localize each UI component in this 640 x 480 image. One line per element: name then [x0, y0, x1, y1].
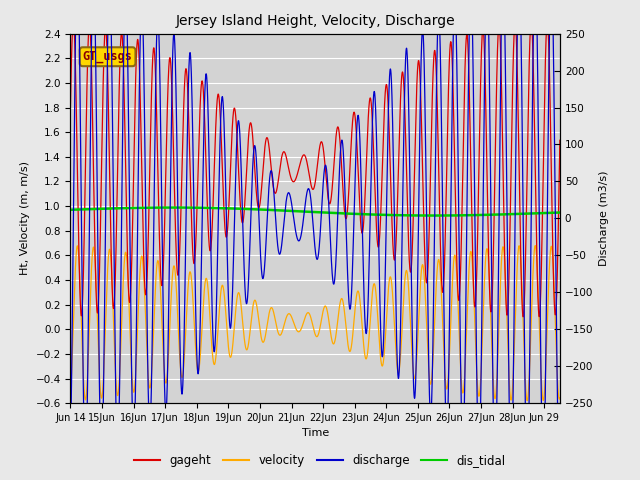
Y-axis label: Ht, Velocity (m, m/s): Ht, Velocity (m, m/s)	[20, 161, 30, 276]
Legend: gageht, velocity, discharge, dis_tidal: gageht, velocity, discharge, dis_tidal	[129, 449, 511, 472]
Title: Jersey Island Height, Velocity, Discharge: Jersey Island Height, Velocity, Discharg…	[175, 14, 455, 28]
X-axis label: Time: Time	[301, 429, 329, 438]
Text: GT_usgs: GT_usgs	[83, 50, 132, 63]
Y-axis label: Discharge (m3/s): Discharge (m3/s)	[599, 171, 609, 266]
